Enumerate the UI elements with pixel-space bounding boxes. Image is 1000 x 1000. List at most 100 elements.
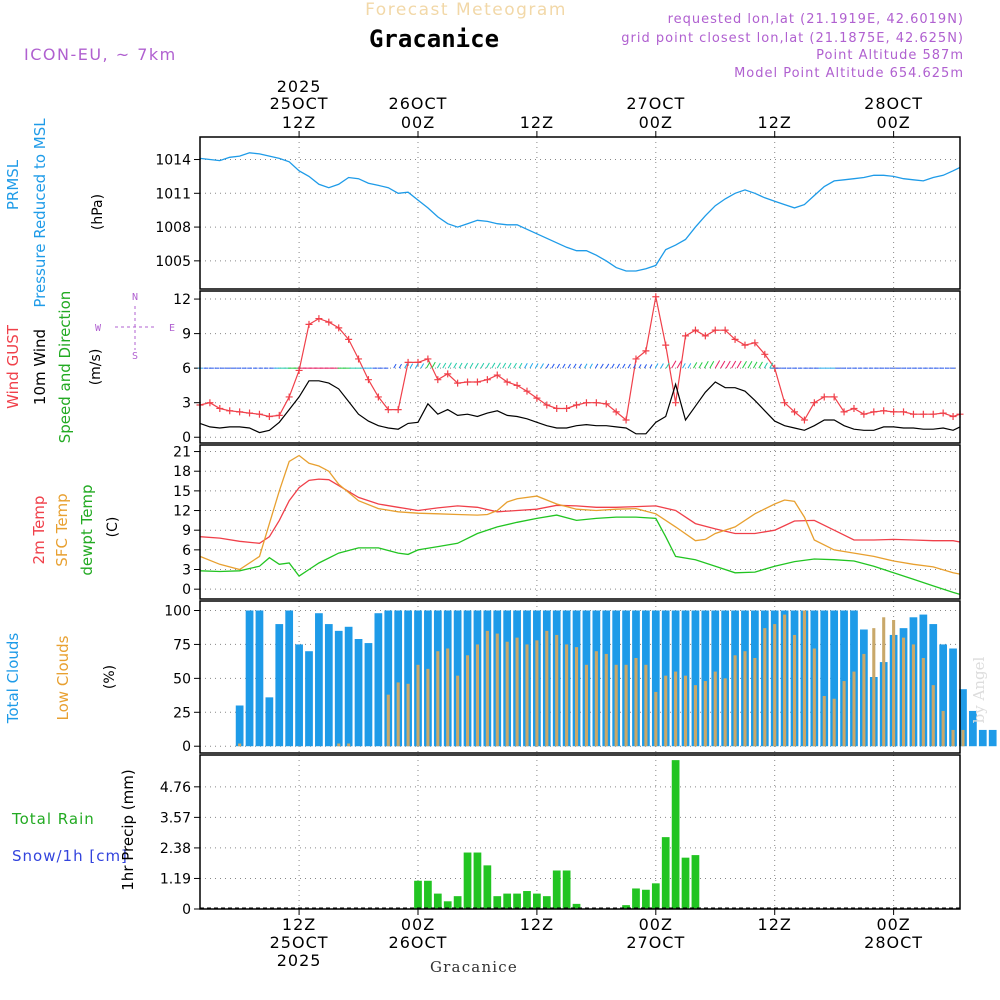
gust-marker	[642, 347, 650, 355]
top-hour-label: 12Z	[282, 113, 316, 132]
top-hour-label: 00Z	[639, 113, 673, 132]
gust-marker	[880, 407, 888, 415]
panel-frame	[199, 290, 961, 444]
low-cloud-bar	[882, 617, 886, 747]
gust-marker	[652, 293, 660, 301]
gust-marker	[246, 409, 254, 417]
gust-marker	[434, 376, 442, 384]
y-tick-label: 12	[173, 504, 191, 520]
gust-marker	[612, 408, 620, 416]
wind-arrow	[502, 362, 507, 369]
wind-arrow	[616, 363, 621, 369]
chart-title: Forecast Meteogram	[365, 0, 567, 20]
wind-arrow	[562, 363, 566, 369]
total-cloud-bar	[929, 624, 938, 747]
y-tick-label: 6	[182, 361, 191, 377]
pressure-label-2: Pressure Reduced to MSL	[31, 118, 49, 308]
cloud-unit: (%)	[102, 665, 118, 689]
low-cloud-bar	[535, 640, 539, 747]
top-date-label: 25OCT	[270, 94, 329, 113]
total-cloud-bar	[324, 624, 333, 747]
gust-marker	[711, 326, 719, 334]
gust-marker	[493, 371, 501, 379]
wind-arrow	[464, 362, 468, 369]
low-cloud-bar	[644, 664, 648, 747]
location-title: Gracanice	[369, 25, 499, 53]
low-cloud-bar	[584, 664, 588, 747]
y-tick-label: 75	[173, 637, 191, 653]
y-tick-label: 0	[182, 902, 191, 918]
temp-line-0	[199, 478, 961, 544]
low-cloud-bar	[416, 664, 420, 747]
wind-arrow	[393, 363, 397, 369]
bottom-hour-label: 00Z	[639, 915, 673, 934]
compass-s: S	[132, 351, 138, 362]
temp-label-1: 2m Temp	[30, 496, 48, 565]
low-cloud-bar	[574, 647, 579, 747]
gust-marker	[860, 410, 868, 418]
rain-bar	[433, 893, 442, 909]
y-tick-label: 2.38	[160, 841, 191, 857]
wind-arrow	[518, 362, 523, 369]
y-tick-label: 100	[164, 604, 191, 620]
total-cloud-bar	[305, 651, 313, 747]
rain-bar	[493, 896, 502, 909]
low-cloud-bar	[426, 668, 430, 747]
gust-marker	[513, 381, 521, 389]
wind-arrow	[491, 362, 496, 369]
total-cloud-bar	[245, 610, 254, 747]
total-cloud-bar	[978, 729, 987, 747]
gust-marker	[206, 399, 214, 407]
gust-marker	[355, 355, 363, 363]
total-cloud-bar	[334, 630, 343, 747]
y-tick-label: 3	[182, 563, 191, 579]
wind-arrow	[404, 363, 408, 369]
gust-marker	[602, 400, 610, 408]
rain-bar	[651, 883, 660, 909]
rain-bar	[562, 870, 571, 909]
gust-marker	[573, 401, 581, 409]
total-cloud-bar	[255, 610, 264, 747]
gust-marker	[265, 413, 273, 421]
gust-marker	[335, 324, 343, 332]
low-cloud-bar	[446, 648, 450, 747]
wind-arrow	[676, 360, 682, 369]
gust-marker	[543, 401, 551, 409]
total-cloud-bar	[820, 610, 829, 747]
gust-marker	[691, 326, 699, 334]
low-cloud-bar	[921, 658, 925, 747]
low-cloud-bar	[901, 637, 906, 747]
gust-marker	[394, 406, 402, 414]
low-cloud-bar	[485, 630, 489, 747]
rain-bar	[513, 893, 521, 909]
wind-arrow	[622, 363, 626, 369]
gust-marker	[919, 410, 927, 418]
panel-temperature: 0 3 6 9 12 15 18 21	[173, 445, 961, 599]
gust-marker	[523, 387, 531, 395]
gust-marker	[939, 409, 947, 417]
wind-arrow	[665, 362, 670, 369]
gust-marker	[850, 404, 858, 412]
wind-arrow	[480, 362, 485, 369]
low-cloud-bar	[723, 678, 727, 747]
low-cloud-bar	[802, 610, 806, 747]
rain-bar	[424, 880, 432, 909]
wind-arrow	[453, 362, 458, 369]
low-cloud-bar	[594, 651, 598, 747]
rain-bar	[622, 905, 630, 909]
total-cloud-bar	[651, 610, 660, 747]
rain-label: Total Rain	[11, 810, 95, 828]
wind-arrow	[731, 360, 737, 369]
total-cloud-bar	[235, 705, 244, 747]
low-cloud-bar	[337, 743, 341, 747]
pressure-line	[199, 152, 961, 272]
y-tick-label: 18	[173, 464, 191, 480]
wind-arrow	[567, 363, 571, 369]
rain-bar	[691, 855, 700, 909]
gust-marker	[840, 408, 848, 416]
panel-frame	[199, 136, 961, 290]
low-cloud-bar	[465, 655, 470, 747]
wind10-line	[199, 380, 961, 435]
panel-pressure: 1005 1008 1011 1014	[155, 137, 961, 289]
